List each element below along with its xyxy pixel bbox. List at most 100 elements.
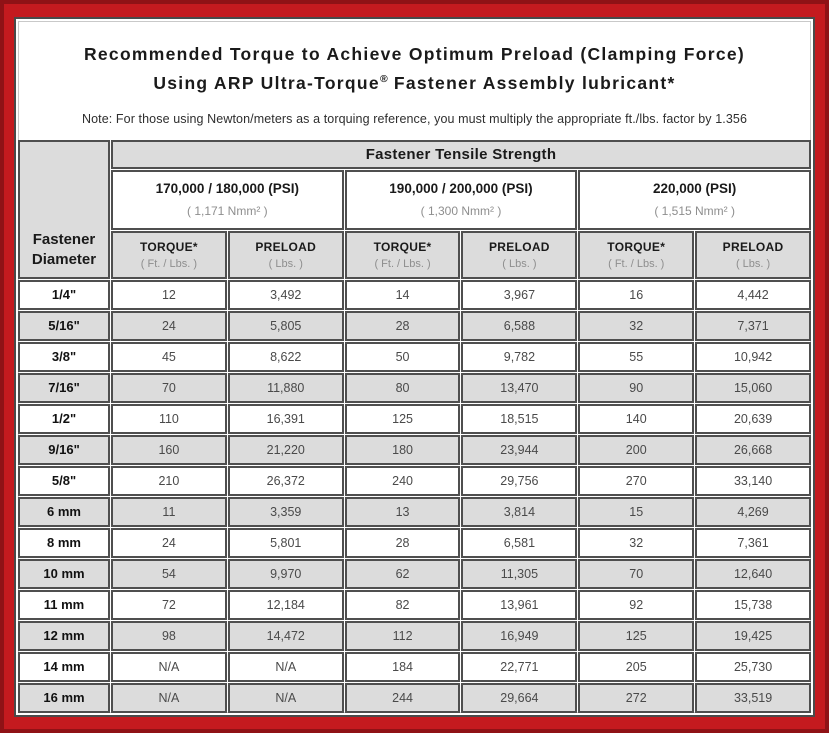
torque-value-cell: 272 (578, 682, 695, 713)
torque-value-cell: 210 (111, 465, 227, 496)
torque-value-cell: 90 (578, 372, 695, 403)
torque-value-cell: N/A (111, 651, 227, 682)
preload-value-cell: 5,805 (227, 310, 344, 341)
torque-value-cell: 28 (344, 527, 461, 558)
torque-value-cell: 112 (344, 620, 461, 651)
torque-value-cell: 32 (578, 310, 695, 341)
fastener-diameter-cell: 8 mm (18, 527, 110, 558)
torque-value-cell: 28 (344, 310, 461, 341)
header-row-psi-groups: 170,000 / 180,000 (PSI) ( 1,171 Nmm² ) 1… (18, 169, 811, 230)
fastener-diameter-header: Fastener Diameter (18, 139, 110, 279)
torque-table-head: Fastener Diameter Fastener Tensile Stren… (18, 139, 811, 279)
psi-group-label: 170,000 / 180,000 (PSI) (155, 181, 299, 197)
torque-value-cell: 24 (111, 527, 227, 558)
torque-column-header: TORQUE* ( Ft. / Lbs. ) (578, 230, 695, 279)
preload-column-header: PRELOAD ( Lbs. ) (695, 230, 811, 279)
preload-column-label: PRELOAD (255, 239, 317, 254)
preload-value-cell: 11,305 (461, 558, 578, 589)
fastener-diameter-cell: 1/2" (18, 403, 110, 434)
fastener-diameter-header-line2: Diameter (31, 250, 97, 268)
header-row-tensile: Fastener Diameter Fastener Tensile Stren… (18, 139, 811, 279)
preload-column-header: PRELOAD ( Lbs. ) (461, 230, 578, 279)
torque-value-cell: 11 (111, 496, 227, 527)
page-title-line1: Recommended Torque to Achieve Optimum Pr… (83, 44, 746, 64)
preload-value-cell: 5,801 (227, 527, 344, 558)
torque-value-cell: 240 (344, 465, 461, 496)
page-title-line2: Using ARP Ultra-Torque® Fastener Assembl… (17, 67, 812, 96)
preload-value-cell: 26,668 (695, 434, 811, 465)
torque-column-unit: ( Ft. / Lbs. ) (374, 257, 431, 270)
fastener-diameter-cell: 6 mm (18, 496, 110, 527)
preload-value-cell: 25,730 (695, 651, 811, 682)
torque-value-cell: 125 (578, 620, 695, 651)
torque-value-cell: 92 (578, 589, 695, 620)
preload-value-cell: 3,967 (461, 279, 578, 310)
torque-value-cell: 55 (578, 341, 695, 372)
preload-value-cell: 33,519 (695, 682, 811, 713)
table-row: 14 mm N/A N/A 184 22,771 205 25,730 (18, 651, 811, 682)
preload-column-unit: ( Lbs. ) (268, 257, 303, 270)
table-row: 12 mm 98 14,472 112 16,949 125 19,425 (18, 620, 811, 651)
torque-value-cell: 180 (344, 434, 461, 465)
torque-value-cell: 205 (578, 651, 695, 682)
preload-value-cell: 3,814 (461, 496, 578, 527)
preload-value-cell: 16,391 (227, 403, 344, 434)
preload-column-label: PRELOAD (722, 239, 784, 254)
psi-group-label: 190,000 / 200,000 (PSI) (389, 181, 533, 197)
torque-value-cell: 110 (111, 403, 227, 434)
table-row: 5/16" 24 5,805 28 6,588 32 7,371 (18, 310, 811, 341)
torque-value-cell: 13 (344, 496, 461, 527)
torque-value-cell: 125 (344, 403, 461, 434)
preload-value-cell: 8,622 (227, 341, 344, 372)
preload-value-cell: 9,782 (461, 341, 578, 372)
preload-value-cell: 29,664 (461, 682, 578, 713)
preload-value-cell: 22,771 (461, 651, 578, 682)
fastener-diameter-cell: 10 mm (18, 558, 110, 589)
torque-value-cell: 72 (111, 589, 227, 620)
torque-value-cell: 82 (344, 589, 461, 620)
torque-value-cell: 24 (111, 310, 227, 341)
table-row: 9/16" 160 21,220 180 23,944 200 26,668 (18, 434, 811, 465)
torque-value-cell: 16 (578, 279, 695, 310)
preload-value-cell: 23,944 (461, 434, 578, 465)
conversion-note: Note: For those using Newton/meters as a… (81, 111, 747, 126)
torque-table-body: 1/4" 12 3,492 14 3,967 16 4,442 5/16" 24… (18, 279, 811, 713)
tensile-strength-header: Fastener Tensile Strength (111, 139, 811, 169)
torque-column-unit: ( Ft. / Lbs. ) (608, 257, 665, 270)
table-row: 1/2" 110 16,391 125 18,515 140 20,639 (18, 403, 811, 434)
preload-value-cell: 9,970 (227, 558, 344, 589)
title-block: Recommended Torque to Achieve Optimum Pr… (17, 19, 812, 126)
preload-value-cell: 3,492 (227, 279, 344, 310)
fastener-diameter-cell: 16 mm (18, 682, 110, 713)
preload-value-cell: N/A (227, 651, 344, 682)
table-row: 16 mm N/A N/A 244 29,664 272 33,519 (18, 682, 811, 713)
torque-value-cell: 140 (578, 403, 695, 434)
torque-value-cell: 15 (578, 496, 695, 527)
title-line2-text-after: Fastener Assembly lubricant* (387, 72, 676, 93)
preload-value-cell: N/A (227, 682, 344, 713)
table-row: 3/8" 45 8,622 50 9,782 55 10,942 (18, 341, 811, 372)
table-row: 8 mm 24 5,801 28 6,581 32 7,361 (18, 527, 811, 558)
torque-value-cell: 70 (578, 558, 695, 589)
table-row: 1/4" 12 3,492 14 3,967 16 4,442 (18, 279, 811, 310)
preload-value-cell: 26,372 (227, 465, 344, 496)
fastener-diameter-header-line1: Fastener (32, 230, 96, 248)
torque-value-cell: 184 (344, 651, 461, 682)
preload-column-label: PRELOAD (489, 239, 550, 254)
psi-group-metric: ( 1,300 Nmm² ) (420, 204, 502, 219)
psi-group-190000-200000: 190,000 / 200,000 (PSI) ( 1,300 Nmm² ) (344, 169, 578, 230)
psi-group-metric: ( 1,171 Nmm² ) (186, 204, 268, 219)
preload-value-cell: 12,640 (695, 558, 811, 589)
fastener-diameter-cell: 11 mm (18, 589, 110, 620)
preload-value-cell: 10,942 (695, 341, 811, 372)
torque-value-cell: 54 (111, 558, 227, 589)
table-row: 5/8" 210 26,372 240 29,756 270 33,140 (18, 465, 811, 496)
torque-column-label: TORQUE* (373, 239, 432, 254)
torque-value-cell: 14 (344, 279, 461, 310)
preload-value-cell: 16,949 (461, 620, 578, 651)
table-row: 7/16" 70 11,880 80 13,470 90 15,060 (18, 372, 811, 403)
content-panel: Recommended Torque to Achieve Optimum Pr… (14, 17, 815, 717)
fastener-diameter-cell: 5/16" (18, 310, 110, 341)
fastener-diameter-cell: 5/8" (18, 465, 110, 496)
preload-value-cell: 6,588 (461, 310, 578, 341)
